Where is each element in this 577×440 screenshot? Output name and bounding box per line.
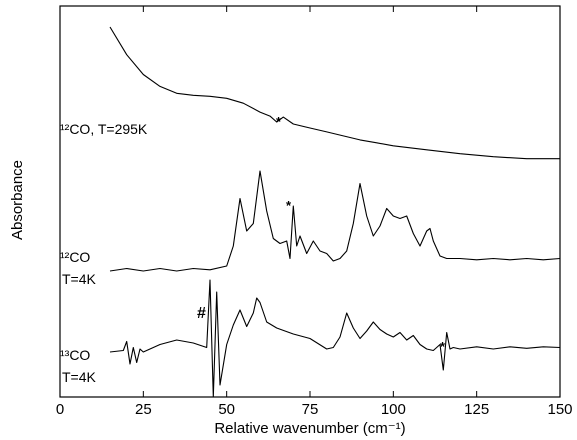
x-tick-label: 125 xyxy=(464,401,489,418)
asterisk-annotation-13co-4k: * xyxy=(440,339,446,354)
series-sublabel-12co-4k: T=4K xyxy=(62,271,97,287)
hash-annotation-13co-4k: # xyxy=(197,305,206,322)
x-axis-ticks: 0 25 50 75 100 125 150 xyxy=(56,6,573,418)
spectrum-line-1 xyxy=(109,26,560,160)
x-tick-label: 25 xyxy=(135,401,152,418)
x-tick-label: 75 xyxy=(302,401,319,418)
x-tick-label: 50 xyxy=(218,401,235,418)
series-label-13co-4k: ¹³CO xyxy=(60,347,90,363)
x-tick-label: 100 xyxy=(381,401,406,418)
asterisk-annotation-12co-4k: * xyxy=(286,198,292,213)
x-axis-title: Relative wavenumber (cm⁻¹) xyxy=(214,420,405,437)
x-tick-label: 150 xyxy=(547,401,572,418)
spectrum-line-3 xyxy=(109,279,561,398)
spectrum-traces xyxy=(109,26,561,398)
x-tick-label: 0 xyxy=(56,401,64,418)
asterisk-annotation-295k: * xyxy=(276,114,282,129)
series-label-12co-4k: ¹²CO xyxy=(60,249,90,265)
spectrum-line-2 xyxy=(109,170,561,272)
series-label-12co-295k: ¹²CO, T=295K xyxy=(60,121,148,137)
series-sublabel-13co-4k: T=4K xyxy=(62,369,97,385)
y-axis-title: Absorbance xyxy=(9,160,26,240)
